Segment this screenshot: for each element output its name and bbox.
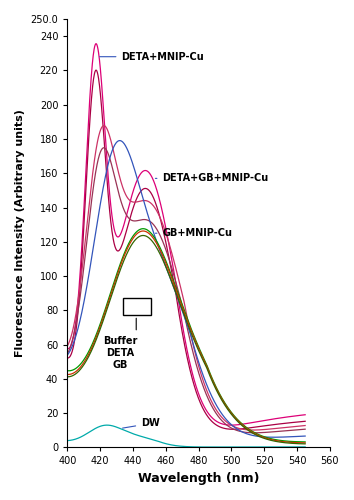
- Text: DETA+GB+MNIP-Cu: DETA+GB+MNIP-Cu: [155, 174, 269, 184]
- Text: GB+MNIP-Cu: GB+MNIP-Cu: [155, 228, 233, 238]
- X-axis label: Wavelength (nm): Wavelength (nm): [138, 472, 259, 485]
- Text: DETA: DETA: [106, 348, 134, 358]
- Text: GB: GB: [112, 360, 127, 370]
- Text: DETA+MNIP-Cu: DETA+MNIP-Cu: [99, 52, 204, 62]
- Text: Buffer: Buffer: [103, 336, 137, 346]
- Y-axis label: Fluorescence Intensity (Arbitrary units): Fluorescence Intensity (Arbitrary units): [15, 110, 25, 357]
- Text: DW: DW: [122, 418, 160, 428]
